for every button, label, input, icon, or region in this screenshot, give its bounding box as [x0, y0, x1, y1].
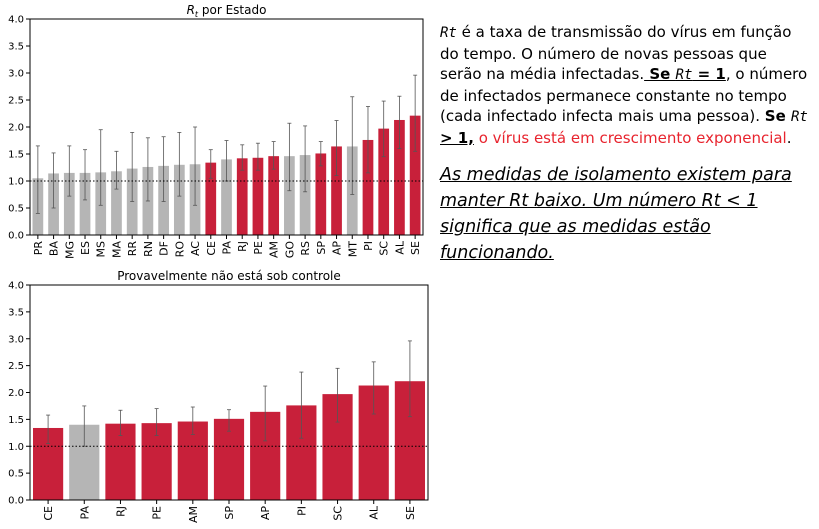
- x-tick-label-ce: CE: [205, 241, 218, 256]
- bar-ce: [205, 162, 217, 235]
- x-tick-label-sp: SP: [223, 506, 236, 520]
- x-tick-label-am: AM: [187, 506, 200, 523]
- y-tick-label: 0.0: [8, 231, 24, 242]
- rt-symbol: Rt: [675, 67, 693, 83]
- x-tick-label-ma: MA: [110, 241, 123, 258]
- x-tick-label-sc: SC: [332, 506, 345, 521]
- bar-ma: [111, 171, 122, 235]
- x-tick-label-rj: RJ: [236, 241, 249, 252]
- x-tick-label-rj: RJ: [114, 506, 127, 517]
- y-tick-label: 1.5: [8, 415, 24, 426]
- y-tick-label: 3.0: [8, 69, 24, 80]
- x-tick-label-es: ES: [79, 241, 92, 255]
- bar-rj: [236, 158, 248, 235]
- bar-go: [284, 156, 295, 235]
- y-tick-label: 1.5: [8, 150, 24, 161]
- x-tick-label-se: SE: [404, 506, 417, 520]
- y-tick-label: 0.5: [8, 469, 24, 480]
- x-tick-label-ms: MS: [95, 241, 108, 257]
- x-tick-label-se: SE: [409, 241, 422, 255]
- chart-title-rest: por Estado: [198, 3, 266, 17]
- constant-infected-text: , o número de infectados permanece const…: [440, 65, 808, 125]
- rt-definition-text: é a taxa de transmissão do vírus em funç…: [440, 23, 792, 83]
- y-tick-label: 3.5: [8, 307, 24, 318]
- bar-sp: [315, 153, 327, 235]
- sentence-end: .: [786, 128, 792, 147]
- bar-al: [394, 119, 405, 235]
- x-tick-label-pi: PI: [295, 506, 308, 516]
- chart-nao-sob-controle: Provavelmente não está sob controle 0.0 0.…: [8, 269, 429, 523]
- x-tick-label-pr: PR: [32, 241, 45, 256]
- y-tick-label: 3.5: [8, 42, 24, 53]
- isolation-measures-paragraph: As medidas de isolamento existem para ma…: [440, 165, 792, 263]
- condition-equal-prefix: Se: [644, 65, 676, 83]
- x-tick-label-ap: AP: [331, 241, 344, 256]
- chart-title: Provavelmente não está sob controle: [117, 269, 341, 283]
- charts-area: Rt por Estado 0.0 0.5 1.0 1.5 2.0 2.5 3.0 3.5 4.0…: [8, 3, 429, 523]
- bar-se: [409, 115, 421, 235]
- chart-rt-por-estado: Rt por Estado 0.0 0.5 1.0 1.5 2.0 2.5 3.0 3.5 4.0…: [8, 3, 424, 259]
- bar-pa: [221, 159, 232, 235]
- plot-frame: [29, 18, 424, 236]
- y-tick-label: 1.0: [8, 442, 24, 453]
- x-tick-label-pe: PE: [151, 506, 164, 520]
- condition-greater-prefix: Se: [764, 107, 791, 125]
- x-tick-label-go: GO: [283, 241, 296, 259]
- bar-ap: [331, 146, 342, 235]
- bar-sc: [378, 128, 390, 235]
- condition-equal-value: = 1: [692, 65, 726, 83]
- y-tick-label: 4.0: [8, 15, 24, 26]
- plot-frame: [29, 284, 429, 501]
- explanation-panel: Rt é a taxa de transmissão do vírus em f…: [440, 22, 812, 266]
- x-tick-label-ac: AC: [189, 241, 202, 256]
- bar-am: [268, 156, 280, 235]
- y-tick-label: 2.5: [8, 96, 24, 107]
- condition-greater-value: > 1,: [440, 128, 474, 147]
- y-tick-label: 2.0: [8, 388, 24, 399]
- y-tick-label: 2.0: [8, 123, 24, 134]
- x-tick-label-rr: RR: [126, 241, 139, 257]
- x-tick-label-rs: RS: [299, 241, 312, 256]
- bar-pe: [141, 423, 172, 500]
- x-tick-label-df: DF: [158, 241, 171, 256]
- y-tick-label: 1.0: [8, 177, 24, 188]
- x-tick-label-ap: AP: [259, 506, 272, 521]
- x-tick-label-ro: RO: [173, 241, 186, 258]
- x-tick-label-al: AL: [368, 505, 381, 520]
- rt-symbol: Rt: [440, 25, 457, 41]
- bar-pe: [252, 157, 264, 235]
- bar-mg: [63, 172, 75, 235]
- bar-sp: [213, 418, 245, 500]
- bar-pi: [362, 139, 374, 235]
- x-tick-label-ce: CE: [42, 506, 55, 521]
- x-tick-label-ba: BA: [48, 241, 61, 257]
- y-tick-label: 3.0: [8, 334, 24, 345]
- x-tick-label-rn: RN: [142, 241, 155, 257]
- bar-rj: [105, 423, 136, 500]
- x-tick-label-mg: MG: [63, 241, 76, 259]
- x-tick-label-al: AL: [393, 240, 406, 255]
- y-tick-label: 0.5: [8, 204, 24, 215]
- chart-title-symbol: R: [187, 3, 195, 17]
- x-tick-label-sc: SC: [378, 241, 391, 256]
- rt-definition-paragraph: Rt é a taxa de transmissão do vírus em f…: [440, 22, 812, 148]
- x-tick-label-am: AM: [268, 241, 281, 258]
- exponential-growth-text: o vírus está em crescimento exponencial: [473, 128, 787, 147]
- x-tick-label-pa: PA: [221, 241, 234, 255]
- y-tick-label: 0.0: [8, 496, 24, 507]
- bar-ro: [173, 164, 185, 235]
- x-tick-label-pa: PA: [78, 506, 91, 520]
- x-tick-label-pe: PE: [252, 241, 265, 255]
- y-tick-label: 2.5: [8, 361, 24, 372]
- chart-title-subscript: t: [195, 10, 199, 19]
- bar-es: [79, 172, 91, 235]
- bar-rs: [299, 155, 311, 235]
- y-tick-label: 4.0: [8, 281, 24, 292]
- x-tick-label-pi: PI: [362, 241, 375, 251]
- rt-symbol: Rt: [791, 109, 808, 125]
- x-tick-label-sp: SP: [315, 241, 328, 255]
- chart-title: Rt por Estado: [187, 3, 267, 19]
- x-tick-label-mt: MT: [346, 241, 359, 257]
